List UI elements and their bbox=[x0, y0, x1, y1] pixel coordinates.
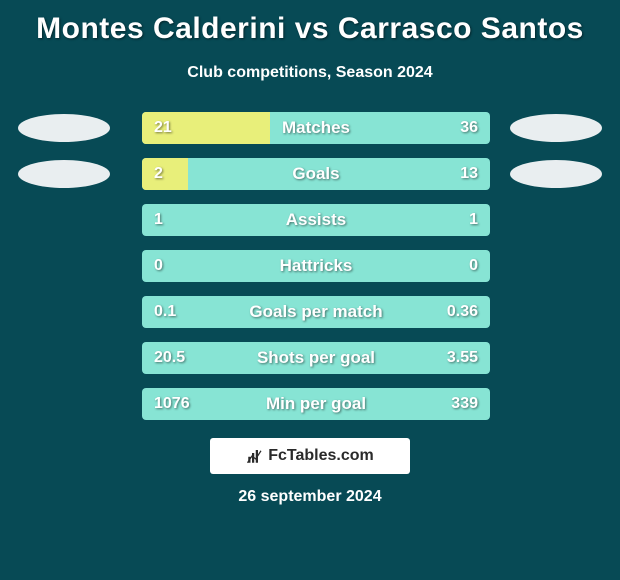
team-badge-left bbox=[18, 160, 110, 188]
stat-label: Min per goal bbox=[142, 394, 490, 414]
stat-label: Goals per match bbox=[142, 302, 490, 322]
stat-value-right: 339 bbox=[451, 395, 478, 413]
page-title: Montes Calderini vs Carrasco Santos bbox=[6, 12, 614, 46]
bar-chart-icon bbox=[246, 447, 264, 465]
stat-value-right: 0.36 bbox=[447, 303, 478, 321]
stat-row: Hattricks0 0 bbox=[6, 250, 614, 282]
stat-label: Hattricks bbox=[142, 256, 490, 276]
stat-bar-fill-left bbox=[142, 112, 270, 144]
stat-row: Goals per match0.1 0.36 bbox=[6, 296, 614, 328]
stat-value-right: 0 bbox=[469, 257, 478, 275]
stat-value-left: 20.5 bbox=[154, 349, 185, 367]
brand-text: FcTables.com bbox=[268, 447, 374, 465]
brand-badge: FcTables.com bbox=[210, 438, 410, 474]
date-text: 26 september 2024 bbox=[6, 488, 614, 506]
team-badge-right bbox=[510, 160, 602, 188]
stat-row: Assists1 1 bbox=[6, 204, 614, 236]
stat-row: Shots per goal20.5 3.55 bbox=[6, 342, 614, 374]
stat-row: Matches2136 bbox=[6, 112, 614, 144]
stat-value-left: 0.1 bbox=[154, 303, 176, 321]
stat-value-right: 1 bbox=[469, 211, 478, 229]
stat-bar: Shots per goal20.5 3.55 bbox=[142, 342, 490, 374]
stat-value-left: 0 bbox=[154, 257, 163, 275]
stat-value-left: 1076 bbox=[154, 395, 190, 413]
stat-row: Goals213 bbox=[6, 158, 614, 190]
stat-bar: Min per goal1076 339 bbox=[142, 388, 490, 420]
stat-bar: Hattricks0 0 bbox=[142, 250, 490, 282]
stat-bar-fill-left bbox=[142, 158, 188, 190]
stat-value-right: 3.55 bbox=[447, 349, 478, 367]
stat-bar: Goals213 bbox=[142, 158, 490, 190]
stat-label: Assists bbox=[142, 210, 490, 230]
stat-label: Shots per goal bbox=[142, 348, 490, 368]
team-badge-left bbox=[18, 114, 110, 142]
stats-list: Matches2136 Goals213 Assists1 1 Hattricks0 0 G… bbox=[6, 112, 614, 420]
team-badge-right bbox=[510, 114, 602, 142]
stat-value-right: 13 bbox=[460, 165, 478, 183]
stat-bar: Matches2136 bbox=[142, 112, 490, 144]
stat-bar: Assists1 1 bbox=[142, 204, 490, 236]
stat-label: Goals bbox=[142, 164, 490, 184]
comparison-card: Montes Calderini vs Carrasco Santos Club… bbox=[0, 0, 620, 580]
stat-bar: Goals per match0.1 0.36 bbox=[142, 296, 490, 328]
stat-row: Min per goal1076 339 bbox=[6, 388, 614, 420]
subtitle: Club competitions, Season 2024 bbox=[6, 64, 614, 82]
stat-value-left: 1 bbox=[154, 211, 163, 229]
stat-value-right: 36 bbox=[460, 119, 478, 137]
